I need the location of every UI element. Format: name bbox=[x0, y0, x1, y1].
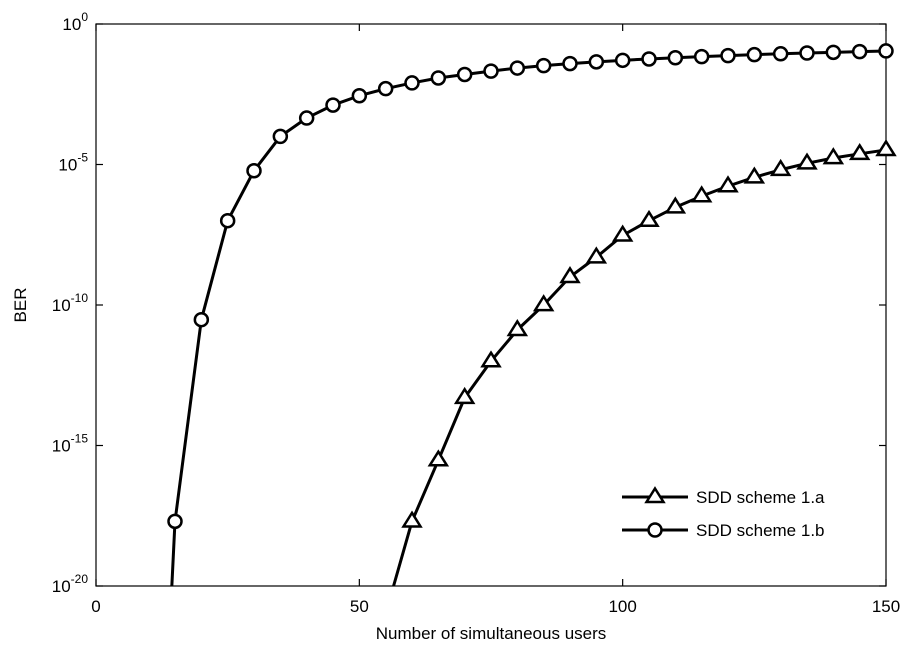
legend-label-series-2: SDD scheme 1.b bbox=[696, 521, 825, 540]
series-layer bbox=[167, 43, 897, 587]
y-tick-base: 10 bbox=[62, 15, 81, 34]
data-point bbox=[743, 166, 766, 184]
data-point bbox=[506, 319, 529, 337]
data-point bbox=[404, 75, 420, 91]
data-point bbox=[298, 110, 315, 126]
data-point bbox=[480, 350, 502, 368]
data-point bbox=[693, 48, 710, 65]
data-point bbox=[614, 52, 631, 69]
y-tick-exponent: -10 bbox=[71, 291, 89, 305]
data-point bbox=[799, 45, 815, 61]
legend-marker-series-2 bbox=[647, 522, 663, 538]
data-point bbox=[611, 224, 634, 242]
axis-ticks bbox=[95, 23, 887, 587]
data-point bbox=[825, 44, 842, 61]
x-axis-label: Number of simultaneous users bbox=[376, 624, 607, 643]
data-point bbox=[822, 147, 845, 165]
y-tick-exponent: -20 bbox=[71, 572, 89, 586]
y-tick-base: 10 bbox=[52, 296, 71, 315]
y-tick-label: 10-5 bbox=[58, 151, 88, 175]
data-point bbox=[746, 46, 763, 63]
legend-label-series-1: SDD scheme 1.a bbox=[696, 488, 825, 507]
data-point bbox=[532, 294, 555, 312]
y-axis-label: BER bbox=[11, 288, 30, 323]
data-point bbox=[796, 152, 818, 170]
data-point bbox=[351, 87, 368, 104]
data-point bbox=[717, 175, 739, 193]
y-tick-base: 10 bbox=[52, 577, 71, 596]
data-point bbox=[559, 266, 581, 284]
y-tick-exponent: -15 bbox=[71, 432, 89, 446]
data-point bbox=[193, 311, 210, 328]
data-point bbox=[638, 209, 660, 228]
data-point bbox=[272, 128, 289, 145]
y-tick-exponent: 0 bbox=[81, 10, 88, 24]
y-tick-label: 100 bbox=[62, 10, 88, 34]
data-point bbox=[483, 63, 499, 79]
data-point bbox=[667, 49, 684, 66]
data-point bbox=[456, 66, 473, 83]
x-tick-label: 0 bbox=[91, 597, 100, 616]
data-point bbox=[720, 47, 736, 64]
data-point bbox=[427, 449, 450, 467]
y-tick-exponent: -5 bbox=[77, 151, 88, 165]
data-point bbox=[690, 185, 713, 203]
data-point bbox=[641, 51, 657, 67]
data-point bbox=[851, 43, 868, 60]
y-tick-label: 10-15 bbox=[52, 432, 89, 456]
x-tick-label: 50 bbox=[350, 597, 369, 616]
data-point bbox=[585, 246, 608, 264]
data-point bbox=[453, 386, 476, 405]
data-point bbox=[401, 510, 423, 528]
x-tick-labels: 0 50 100 150 bbox=[91, 597, 900, 616]
x-tick-label: 100 bbox=[608, 597, 636, 616]
data-point bbox=[562, 55, 578, 72]
y-tick-base: 10 bbox=[52, 437, 71, 456]
x-tick-label: 150 bbox=[872, 597, 900, 616]
data-point bbox=[848, 142, 871, 161]
y-tick-base: 10 bbox=[58, 156, 77, 175]
data-point bbox=[509, 60, 526, 76]
data-point bbox=[588, 54, 605, 70]
data-point bbox=[535, 57, 552, 74]
legend-marker-series-1 bbox=[644, 486, 666, 504]
series-1 bbox=[392, 139, 897, 587]
data-point bbox=[769, 158, 792, 177]
data-point bbox=[430, 70, 447, 86]
y-tick-label: 10-10 bbox=[52, 291, 89, 315]
legend: SDD scheme 1.a SDD scheme 1.b bbox=[612, 482, 874, 566]
data-point bbox=[878, 43, 894, 59]
series-2 bbox=[167, 43, 894, 587]
data-point bbox=[772, 46, 789, 62]
y-tick-label: 10-20 bbox=[52, 572, 89, 596]
data-point bbox=[664, 196, 687, 214]
data-point bbox=[377, 80, 394, 97]
data-point bbox=[325, 97, 341, 113]
data-point bbox=[875, 139, 897, 157]
data-point bbox=[246, 162, 262, 179]
data-point bbox=[219, 212, 236, 229]
data-point bbox=[167, 513, 183, 530]
